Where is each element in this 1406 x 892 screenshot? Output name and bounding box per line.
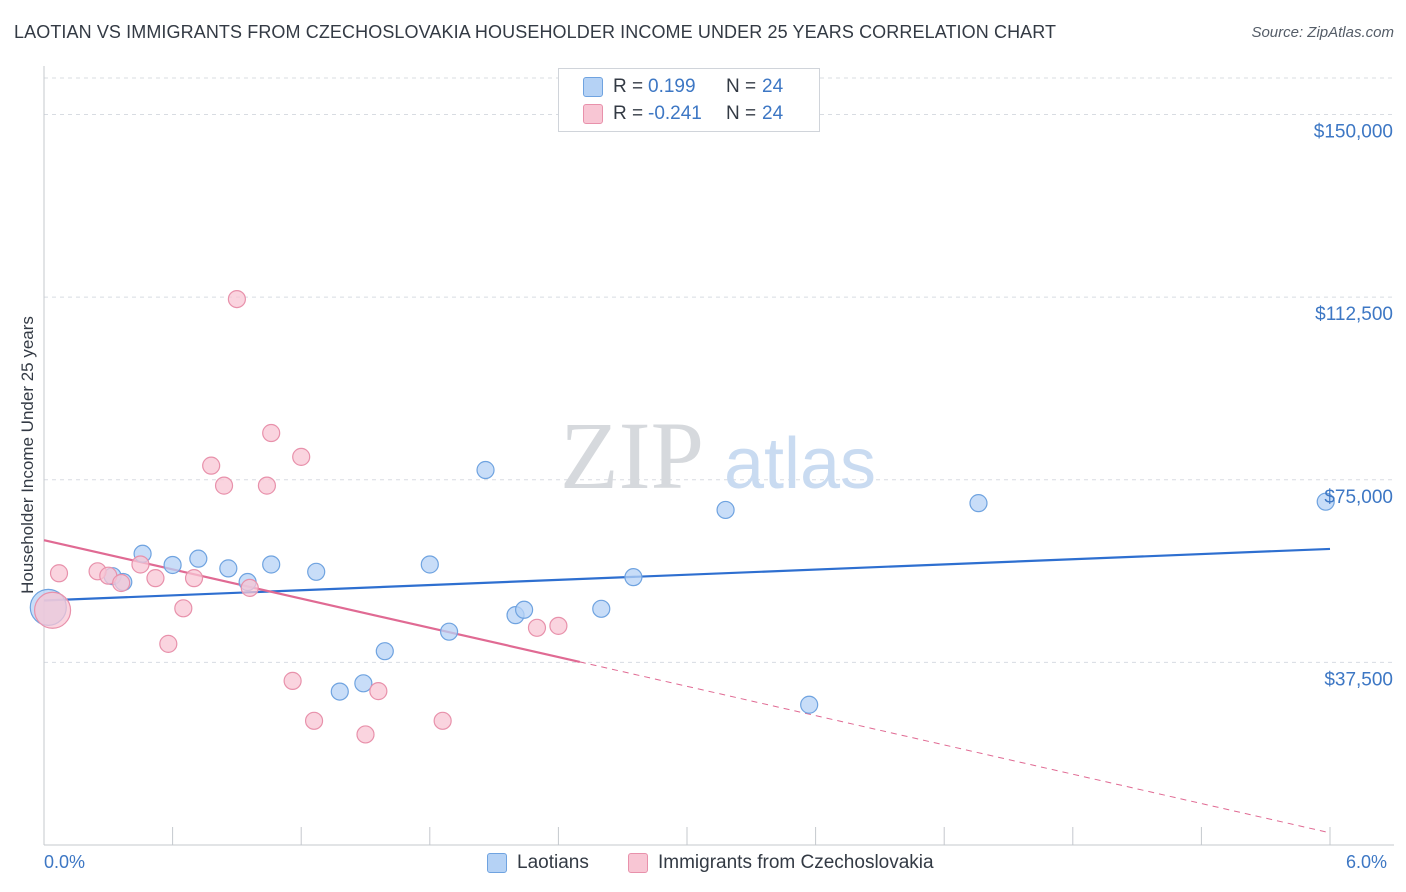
trend-extension-czechoslovakia: [579, 661, 1331, 834]
czechoslovakia-point: [159, 634, 178, 653]
y-tick-label: $150,000: [1314, 122, 1393, 143]
legend-swatch-czechoslovakia: [628, 853, 648, 873]
y-tick-label: $37,500: [1324, 669, 1393, 690]
y-axis-label: Householder Income Under 25 years: [18, 316, 37, 594]
laotians-point: [262, 555, 281, 574]
trend-line-czechoslovakia: [43, 539, 581, 663]
czechoslovakia-point: [202, 456, 221, 475]
czechoslovakia-point: [227, 289, 246, 309]
legend-n-value: 24: [762, 76, 784, 97]
legend-item-laotians: Laotians: [487, 852, 589, 874]
czechoslovakia-point: [369, 682, 388, 701]
watermark-zip: ZIP: [560, 402, 704, 509]
source-label: Source: ZipAtlas.com: [1251, 24, 1394, 41]
x-tick-label-min: 0.0%: [44, 852, 86, 872]
x-tick-label-max: 6.0%: [1346, 852, 1388, 872]
legend-n-label: N =: [726, 76, 757, 97]
watermark-atlas: atlas: [724, 424, 876, 504]
czechoslovakia-point: [433, 711, 452, 730]
laotians-point: [420, 555, 439, 574]
laotians-point: [439, 622, 459, 641]
laotians-point: [969, 494, 988, 513]
czechoslovakia-point: [146, 569, 165, 588]
laotians-point: [800, 695, 819, 714]
legend-label-laotians: Laotians: [517, 852, 589, 873]
czechoslovakia-point: [240, 578, 259, 597]
legend-r-label: R =: [613, 103, 644, 124]
legend-item-czechoslovakia: Immigrants from Czechoslovakia: [628, 852, 934, 874]
correlation-legend: R = 0.199 N = 24 R = -0.241 N = 24: [558, 68, 820, 132]
czechoslovakia-point: [527, 618, 547, 637]
laotians-point: [476, 460, 495, 480]
legend-n-value: 24: [762, 103, 784, 124]
czechoslovakia-point: [356, 725, 375, 744]
legend-swatch-laotians: [487, 853, 507, 873]
legend-r-label: R =: [613, 76, 644, 97]
czechoslovakia-point: [304, 711, 324, 730]
laotians-point: [330, 682, 349, 701]
laotians-point: [219, 559, 238, 578]
y-tick-label: $112,500: [1315, 304, 1393, 325]
y-tick-label: $75,000: [1324, 487, 1393, 508]
points-layer: [29, 289, 1335, 744]
czechoslovakia-point: [49, 564, 69, 583]
axis-layer: [43, 66, 1394, 846]
czechoslovakia-point: [33, 591, 72, 629]
czechoslovakia-point: [257, 476, 277, 495]
chart-title: LAOTIAN VS IMMIGRANTS FROM CZECHOSLOVAKI…: [14, 22, 1057, 42]
legend-row-czechoslovakia: R = -0.241 N = 24: [583, 102, 783, 126]
y-tick-labels: $37,500 $75,000 $112,500 $150,000: [1314, 122, 1393, 691]
watermark: ZIP atlas: [560, 402, 876, 509]
laotians-point: [189, 549, 208, 568]
laotians-point: [354, 674, 373, 693]
laotians-point: [515, 600, 534, 619]
trend-line-laotians: [43, 547, 1331, 602]
czechoslovakia-point: [292, 447, 311, 466]
czechoslovakia-point: [262, 423, 281, 443]
czechoslovakia-point: [112, 573, 131, 593]
laotians-point: [307, 562, 326, 581]
legend-n-label: N =: [726, 103, 757, 124]
legend-label-czechoslovakia: Immigrants from Czechoslovakia: [658, 852, 934, 873]
legend-swatch-pink: [583, 104, 603, 124]
czechoslovakia-point: [184, 569, 204, 588]
legend-r-value: -0.241: [648, 103, 702, 124]
czechoslovakia-point: [283, 671, 302, 690]
laotians-point: [375, 642, 394, 661]
laotians-point: [624, 568, 643, 587]
trend-layer: [43, 539, 1331, 834]
czechoslovakia-point: [131, 555, 150, 574]
laotians-point: [163, 555, 182, 575]
czechoslovakia-point: [549, 616, 568, 635]
laotians-point: [716, 500, 735, 520]
legend-row-laotians: R = 0.199 N = 24: [583, 75, 783, 99]
czechoslovakia-point: [174, 599, 193, 618]
laotians-point: [1316, 492, 1335, 511]
laotians-point: [592, 599, 611, 618]
legend-r-value: 0.199: [648, 76, 696, 97]
czechoslovakia-point: [214, 476, 234, 495]
legend-swatch-blue: [583, 77, 603, 97]
